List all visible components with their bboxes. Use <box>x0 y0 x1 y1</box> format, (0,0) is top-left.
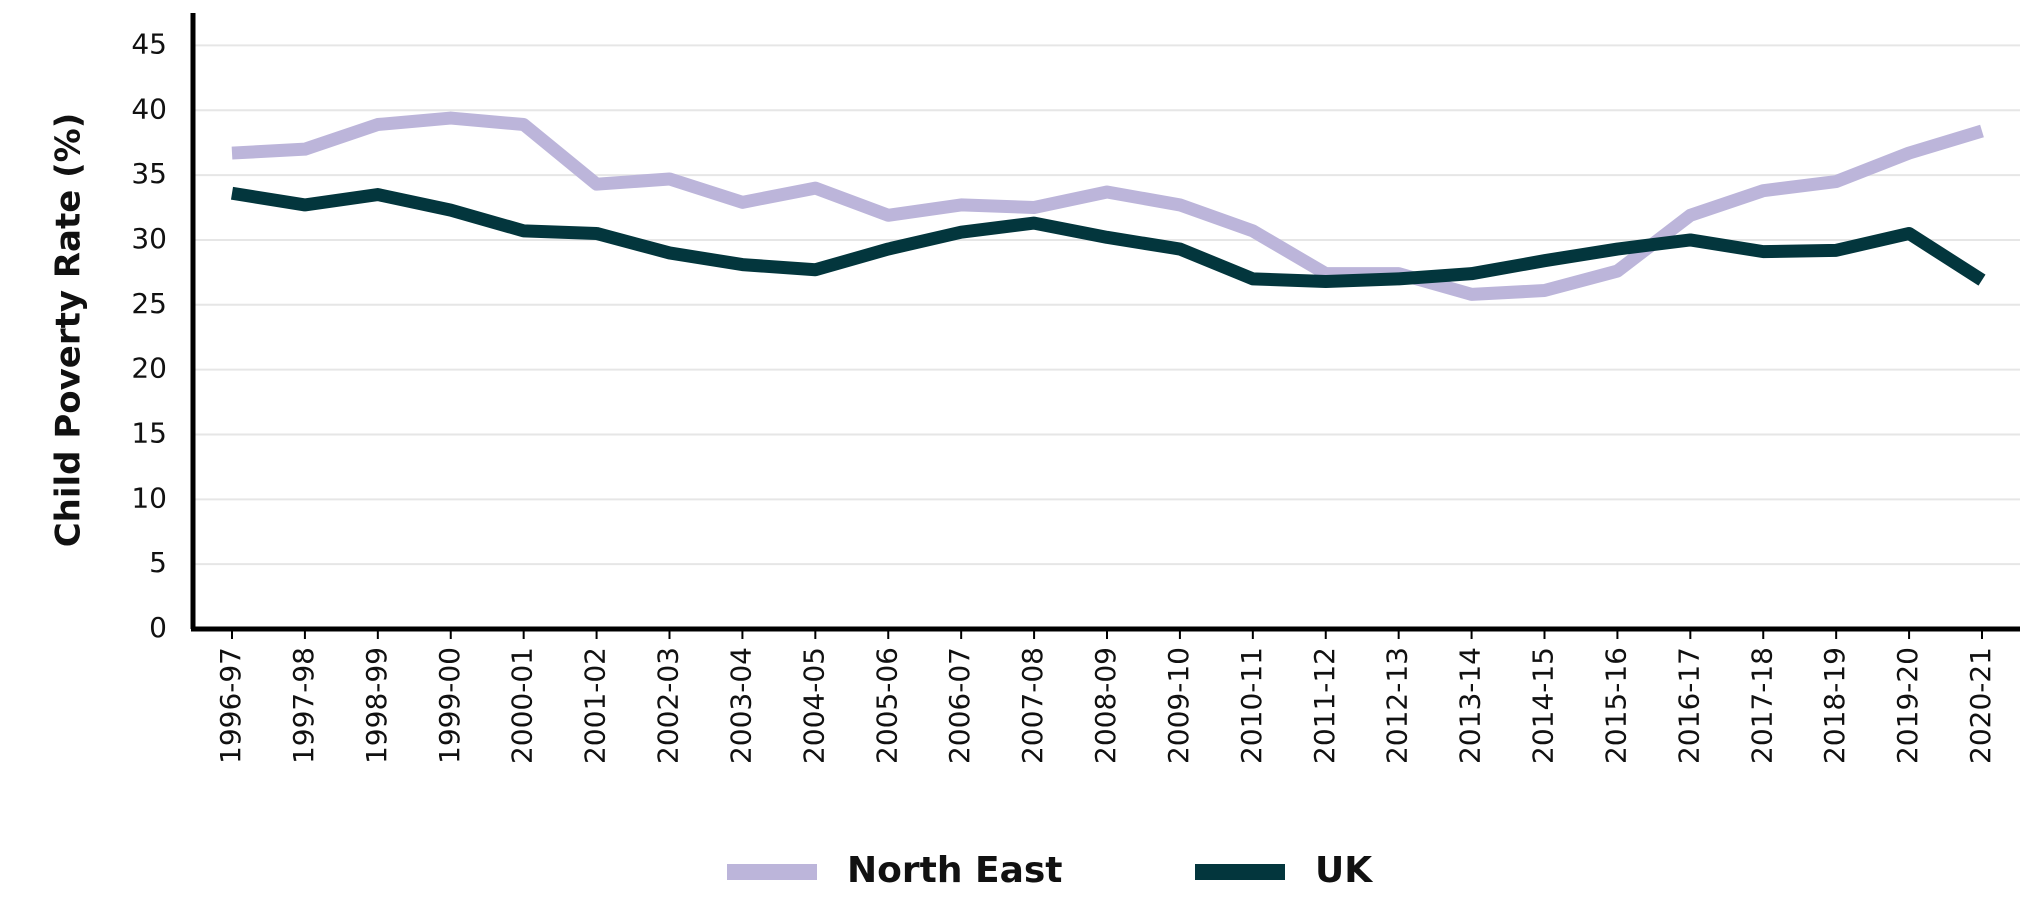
y-tick-label: 45 <box>131 27 167 60</box>
x-tick-label: 2007-08 <box>1016 647 1049 764</box>
x-tick-label: 2018-19 <box>1818 647 1851 764</box>
x-tick-label: 2012-13 <box>1381 647 1414 764</box>
x-tick-label: 1997-98 <box>287 647 320 764</box>
x-tick-label: 2005-06 <box>870 647 903 764</box>
y-tick-label: 40 <box>131 92 167 125</box>
y-tick-label: 5 <box>149 546 167 579</box>
y-tick-label: 25 <box>131 287 167 320</box>
x-tick-label: 2016-17 <box>1672 647 1705 764</box>
x-tick-label: 2009-10 <box>1162 647 1195 764</box>
x-tick-label: 2020-21 <box>1964 647 1997 764</box>
y-tick-label: 15 <box>131 416 167 449</box>
x-tick-label: 2011-12 <box>1308 647 1341 764</box>
x-tick-label: 2008-09 <box>1089 647 1122 764</box>
y-tick-label: 0 <box>149 611 167 644</box>
x-tick-label: 2014-15 <box>1527 647 1560 764</box>
y-tick-label: 10 <box>131 481 167 514</box>
x-tick-label: 2004-05 <box>797 647 830 764</box>
x-tick-label: 2001-02 <box>579 647 612 764</box>
data-line <box>231 111 1984 301</box>
x-tick-label: 2013-14 <box>1454 647 1487 764</box>
x-tick-label: 2015-16 <box>1599 647 1632 764</box>
x-tick-label: 2006-07 <box>943 647 976 764</box>
x-tick-label: 1998-99 <box>360 647 393 764</box>
y-axis-title: Child Poverty Rate (%) <box>49 113 89 548</box>
x-tick-label: 1996-97 <box>214 647 247 764</box>
y-tick-label: 35 <box>131 157 167 190</box>
x-tick-label: 2019-20 <box>1891 647 1924 764</box>
x-tick-label: 2010-11 <box>1235 647 1268 764</box>
legend-label: UK <box>1315 850 1373 891</box>
x-tick-label: 2002-03 <box>652 647 685 764</box>
y-tick-label: 30 <box>131 222 167 255</box>
x-tick-label: 1999-00 <box>433 647 466 764</box>
legend-label: North East <box>847 850 1063 891</box>
y-tick-label: 20 <box>131 352 167 385</box>
x-tick-label: 2017-18 <box>1745 647 1778 764</box>
x-tick-label: 2003-04 <box>724 647 757 764</box>
x-tick-label: 2000-01 <box>506 647 539 764</box>
data-line <box>230 186 1986 288</box>
